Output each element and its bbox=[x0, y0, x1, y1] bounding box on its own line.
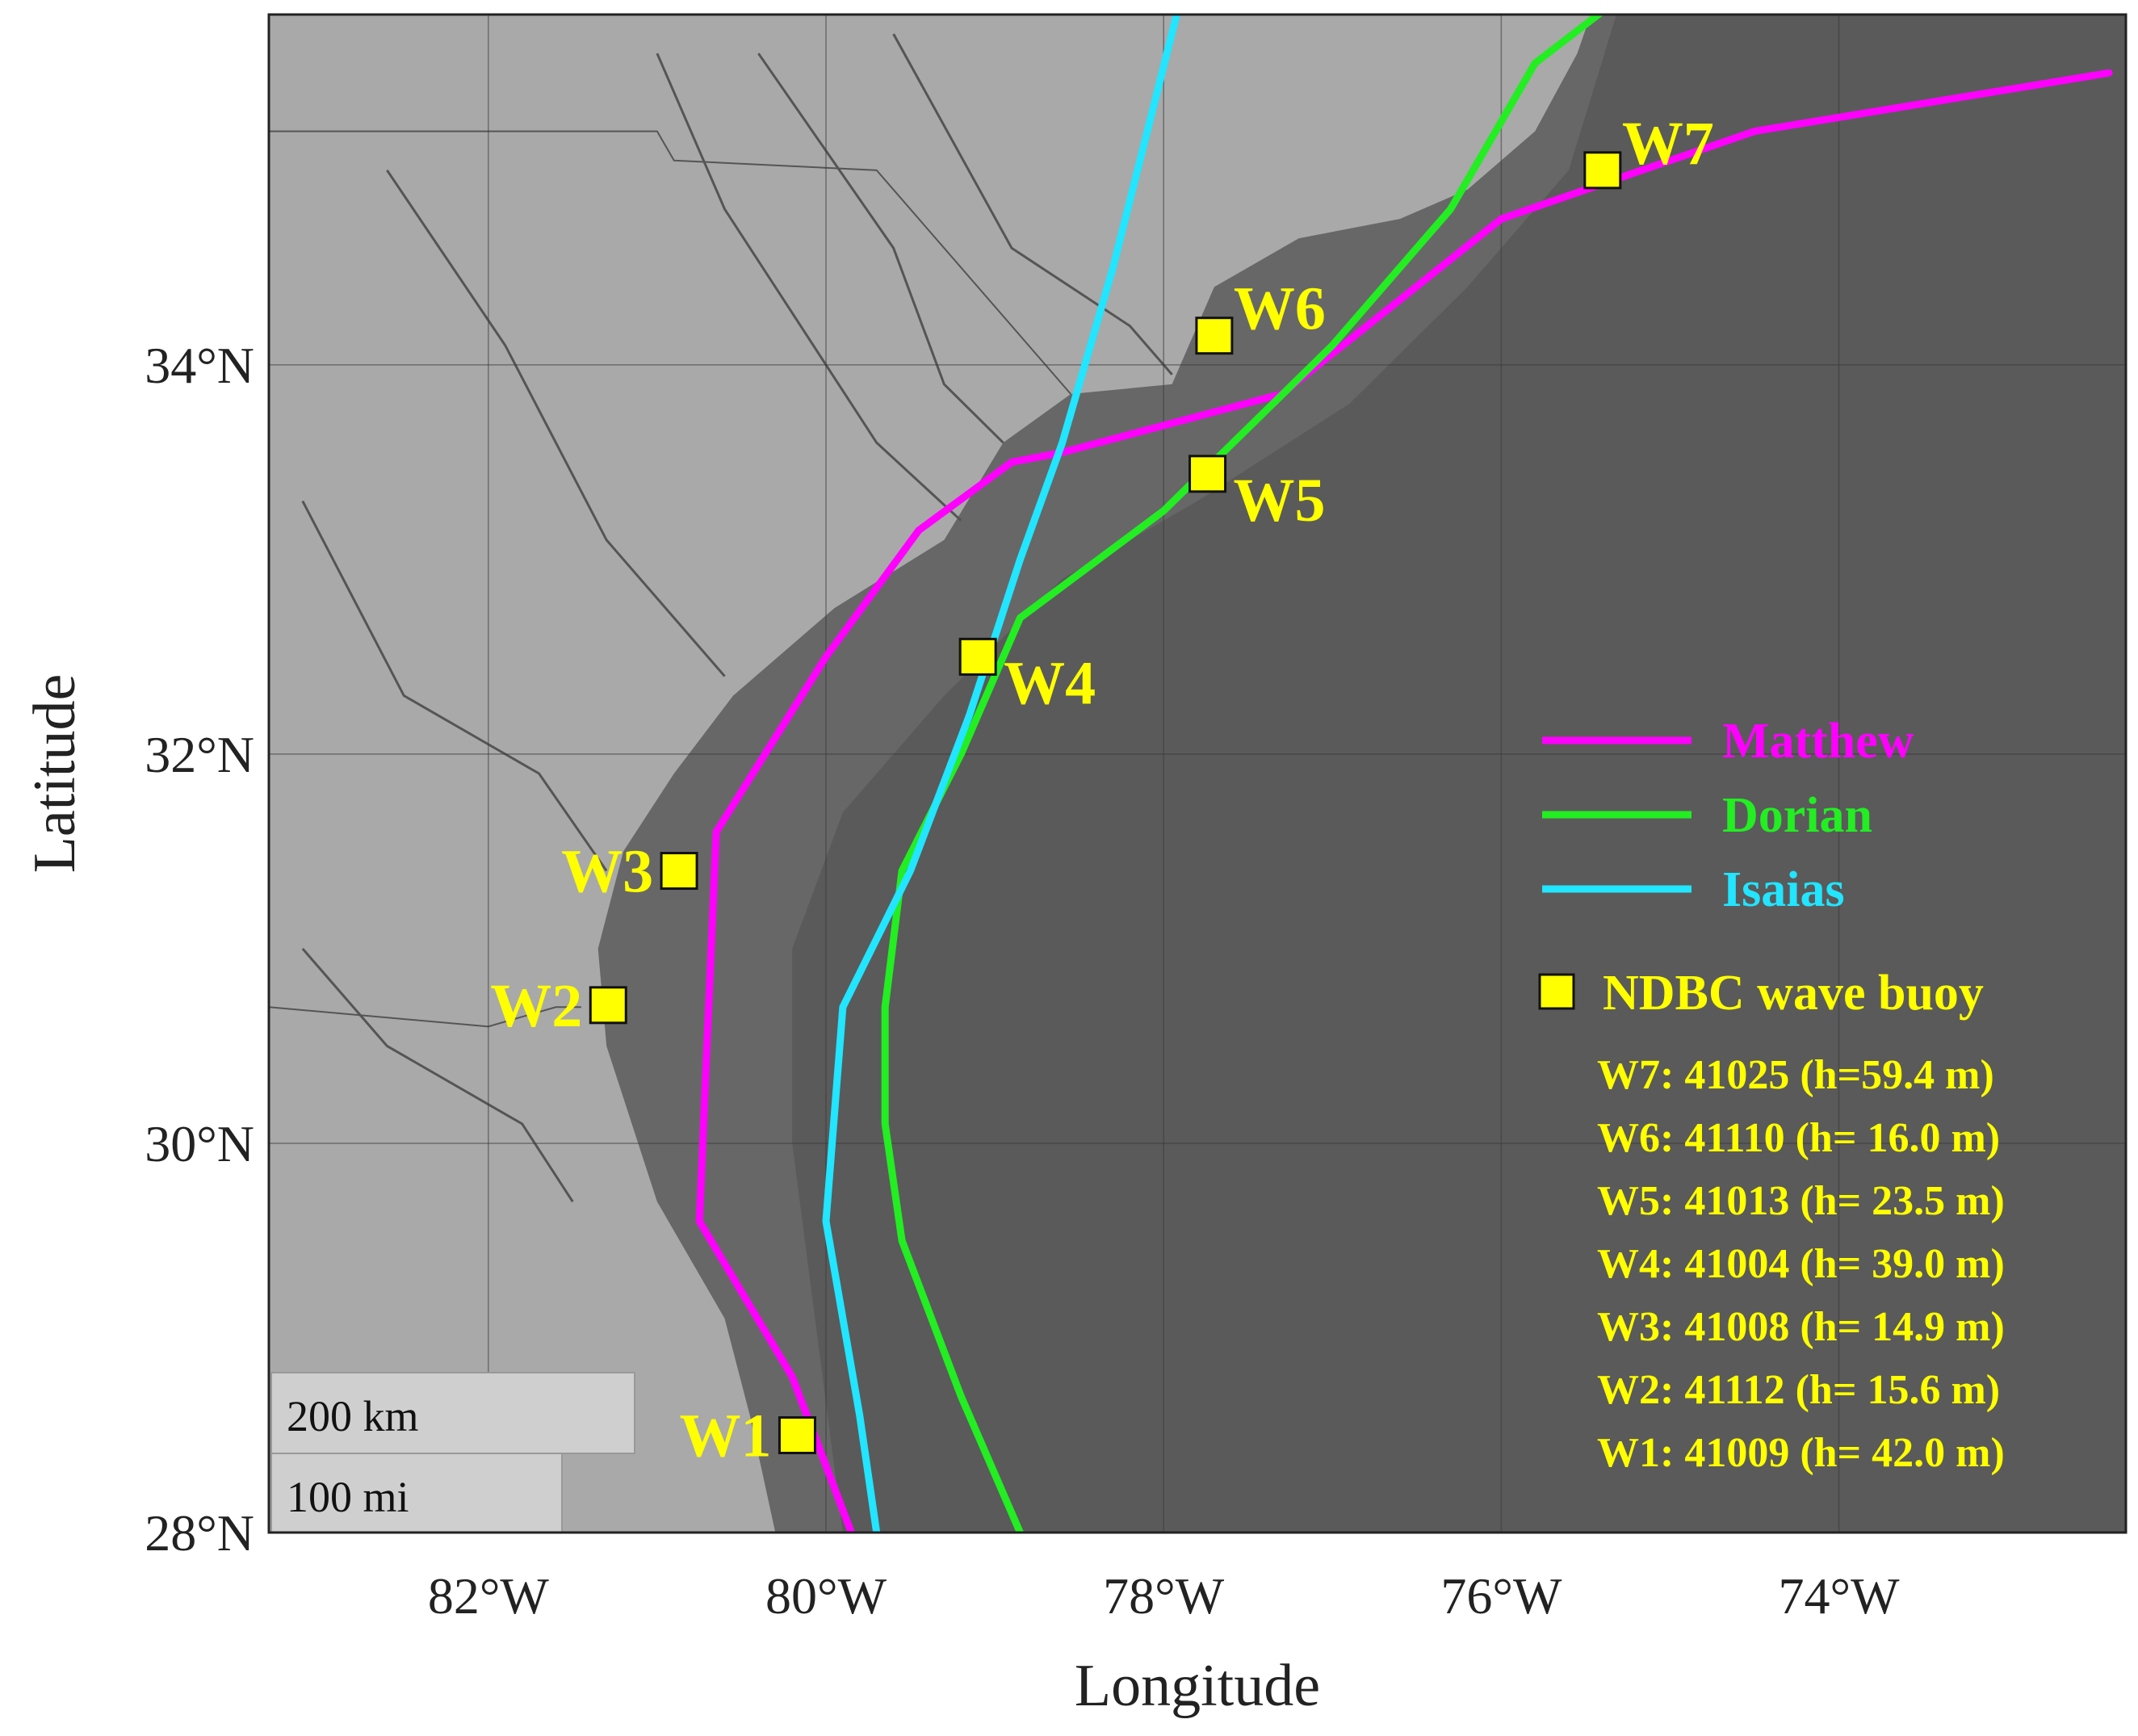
scale-bar-mi-box bbox=[270, 1453, 563, 1533]
land-line bbox=[269, 130, 1071, 395]
legend-buoy-entry: W1: 41009 (h= 42.0 m) bbox=[1597, 1430, 2005, 1476]
x-tick-label: 80°W bbox=[765, 1567, 887, 1625]
land-line bbox=[301, 947, 574, 1203]
legend-buoy-entry: W3: 41008 (h= 14.9 m) bbox=[1597, 1304, 2005, 1350]
continental-shelf bbox=[597, 15, 1616, 1533]
buoy-label-w3: W3 bbox=[561, 838, 653, 906]
x-tick-label: 82°W bbox=[428, 1567, 550, 1625]
buoy-marker-w4 bbox=[958, 637, 997, 676]
buoy-label-w6: W6 bbox=[1234, 275, 1326, 343]
buoy-marker-w7 bbox=[1583, 151, 1622, 190]
y-axis-title: Latitude bbox=[22, 674, 88, 874]
track-dorian bbox=[881, 15, 1604, 1533]
buoy-label-w2: W2 bbox=[490, 972, 582, 1040]
track-matthew bbox=[695, 69, 2113, 1533]
buoy-marker-w5 bbox=[1188, 455, 1227, 493]
land-line bbox=[892, 33, 1173, 375]
map-area: W1 W2 W3 W4 W5 W6 W7 200 km 100 mi Matthew Dori… bbox=[269, 15, 2126, 1533]
buoy-marker-w6 bbox=[1195, 317, 1234, 355]
grid bbox=[269, 15, 2126, 1533]
buoy-label-w4: W4 bbox=[1004, 649, 1096, 717]
legend-buoy-entry: W7: 41025 (h=59.4 m) bbox=[1597, 1052, 1994, 1098]
land-line bbox=[656, 52, 962, 522]
land-line bbox=[301, 500, 608, 872]
legend-track-entries: Matthew Dorian Isaias bbox=[1542, 714, 1914, 917]
legend-buoy-entry: W4: 41004 (h= 39.0 m) bbox=[1597, 1241, 2005, 1287]
legend-buoy-label: NDBC wave buoy bbox=[1603, 966, 1984, 1021]
land bbox=[269, 15, 1591, 1533]
y-tick-label: 32°N bbox=[145, 726, 254, 783]
legend-buoy-marker bbox=[1538, 973, 1575, 1010]
scale-bar-km-box bbox=[270, 1372, 635, 1454]
scale-bar-mi-label: 100 mi bbox=[287, 1473, 409, 1521]
buoy-markers: W1 W2 W3 W4 W5 W6 W7 bbox=[490, 110, 1714, 1470]
legend-label-matthew: Matthew bbox=[1722, 714, 1914, 769]
x-tick-labels: 82°W 80°W 78°W 76°W 74°W bbox=[428, 1567, 1900, 1625]
y-tick-labels: 28°N 30°N 32°N 34°N bbox=[145, 337, 254, 1562]
buoy-marker-w3 bbox=[660, 852, 698, 891]
legend: Matthew Dorian Isaias NDBC wave buoy W7: 4… bbox=[1538, 714, 2005, 1476]
track-isaias bbox=[822, 15, 1180, 1533]
legend-buoy-entry: W5: 41013 (h= 23.5 m) bbox=[1597, 1178, 2005, 1224]
x-tick-label: 74°W bbox=[1779, 1567, 1901, 1625]
legend-buoy-entry: W6: 41110 (h= 16.0 m) bbox=[1597, 1115, 2000, 1161]
y-tick-label: 34°N bbox=[145, 337, 254, 394]
buoy-label-w1: W1 bbox=[679, 1402, 771, 1470]
scale-bar: 200 km 100 mi bbox=[270, 1372, 635, 1533]
land-line bbox=[386, 169, 726, 677]
scale-bar-km-label: 200 km bbox=[287, 1392, 419, 1440]
plot-frame bbox=[267, 13, 2128, 1534]
legend-label-dorian: Dorian bbox=[1722, 788, 1872, 843]
land-line bbox=[269, 1006, 581, 1028]
buoy-marker-w1 bbox=[778, 1415, 816, 1454]
x-tick-label: 78°W bbox=[1103, 1567, 1225, 1625]
y-tick-label: 28°N bbox=[145, 1504, 254, 1562]
buoy-marker-w2 bbox=[589, 986, 627, 1025]
x-axis-title: Longitude bbox=[1075, 1653, 1320, 1719]
x-tick-label: 76°W bbox=[1440, 1567, 1562, 1625]
hurricane-tracks bbox=[695, 15, 2113, 1533]
legend-label-isaias: Isaias bbox=[1722, 862, 1845, 917]
y-tick-label: 30°N bbox=[145, 1115, 254, 1172]
buoy-label-w7: W7 bbox=[1622, 110, 1714, 178]
legend-buoy-entry: W2: 41112 (h= 15.6 m) bbox=[1597, 1367, 2000, 1413]
legend-buoy-list: W7: 41025 (h=59.4 m) W6: 41110 (h= 16.0 m… bbox=[1597, 1052, 2005, 1476]
buoy-label-w5: W5 bbox=[1234, 467, 1326, 535]
